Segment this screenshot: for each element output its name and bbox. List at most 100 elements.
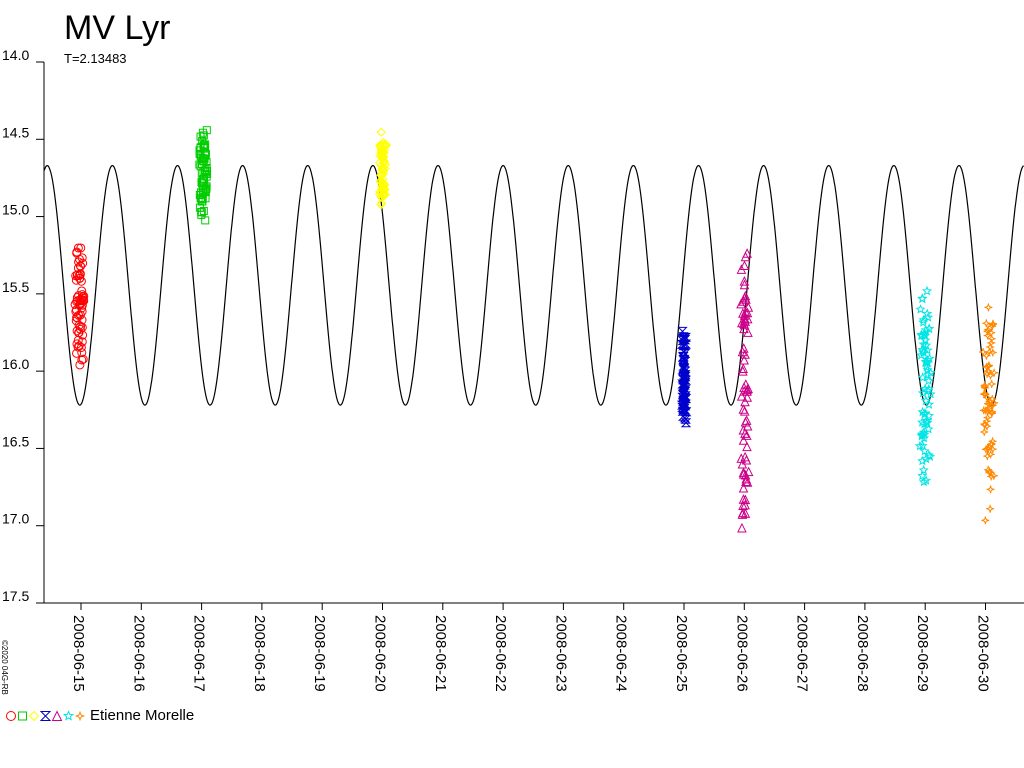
data-point [379,155,389,166]
data-point [380,160,390,170]
data-point [919,329,930,340]
data-point [738,467,749,477]
legend-square-icon [18,711,27,721]
data-point [985,467,994,476]
data-point [73,243,83,253]
legend-hourglass-icon [39,711,52,721]
data-point [681,407,692,417]
data-point [924,353,935,363]
x-tick-label: 2008-06-19 [311,615,328,692]
x-tick-label: 2008-06-30 [975,615,992,692]
model-curve [43,164,1024,406]
data-point [739,405,750,416]
data-point [199,206,208,215]
data-point [379,179,389,190]
data-point [740,349,750,359]
data-point [77,303,87,313]
data-point [680,418,692,428]
y-tick-label: 15.0 [2,202,29,218]
data-point [739,354,749,365]
data-point [920,395,931,406]
x-tick-label: 2008-06-18 [251,615,268,692]
legend-diamond-icon [28,710,40,722]
data-point [739,319,750,330]
data-point [739,276,750,286]
data-point [376,199,386,210]
data-point [201,216,210,225]
data-point [740,428,750,438]
data-point [739,279,750,290]
data-point [378,179,388,190]
data-point [988,320,997,329]
data-point [984,325,993,334]
data-point [742,313,753,324]
legend: Etienne Morelle [4,705,194,725]
data-point [925,367,936,378]
data-point [376,198,387,208]
data-point [380,190,390,200]
data-point [924,323,935,334]
data-point [990,368,999,377]
data-point [378,184,389,195]
data-point [78,258,88,268]
data-point [920,324,931,335]
data-point [199,131,208,140]
data-point [679,348,691,358]
data-point [983,331,992,340]
legend-star-icon [62,710,75,721]
data-point [986,504,995,513]
data-point [76,243,86,253]
data-point [378,190,388,200]
data-point [921,340,932,350]
legend-marker-icons [6,710,85,722]
data-point [376,127,386,137]
legend-circle-icon [6,711,16,721]
data-point [679,387,691,397]
data-point [918,476,929,487]
data-point [742,477,753,487]
data-point [739,310,750,320]
data-point [925,388,936,399]
data-point [742,430,752,440]
data-point [77,348,87,358]
data-point [987,334,996,343]
data-point [75,324,85,334]
data-point [742,420,753,431]
data-point [922,345,933,355]
data-point [988,394,997,403]
data-point [738,363,749,373]
series-star [914,285,936,487]
data-point [738,435,749,445]
model-curve-layer [43,164,1024,406]
y-tick-label: 17.0 [2,511,29,527]
data-point [981,406,990,415]
data-point [738,366,748,376]
data-point [922,308,933,319]
data-point [680,370,691,380]
data-point [921,453,932,464]
data-point [985,400,994,409]
data-point [743,466,754,477]
series-sparkle [979,303,999,525]
credit-text: ©2020 04G-RB [0,640,9,695]
data-point [200,148,209,157]
data-point [917,470,928,481]
data-point [378,148,388,158]
data-point [923,449,934,460]
x-tick-label: 2008-06-26 [733,615,750,692]
data-point [919,429,930,439]
series-circle [70,243,89,370]
data-point [680,339,692,349]
data-point [987,379,996,388]
data-point [917,455,928,466]
chart-title: MV Lyr [64,9,171,47]
data-point [738,507,748,518]
data-point [678,398,690,408]
data-point [202,158,211,167]
data-point [740,251,751,262]
data-point [988,445,997,454]
data-point [76,321,86,331]
y-tick-label: 15.5 [2,279,29,295]
y-tick-label: 16.5 [2,433,29,449]
data-point [983,327,992,336]
